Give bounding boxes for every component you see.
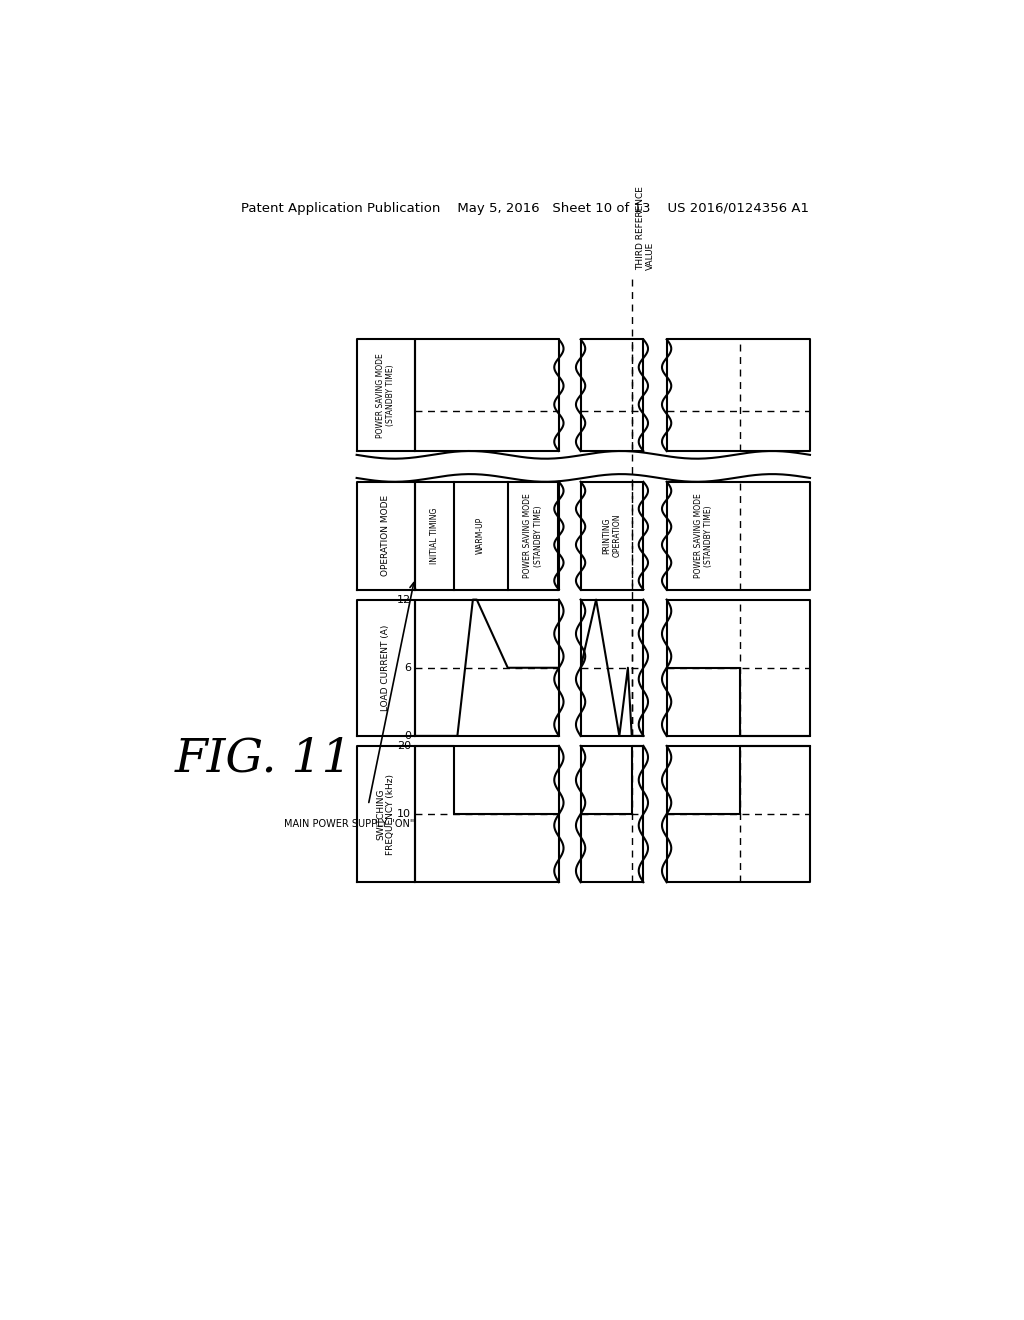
Text: FIG. 11: FIG. 11 bbox=[175, 737, 352, 781]
Text: 12: 12 bbox=[396, 594, 411, 605]
Text: POWER SAVING MODE
(STANDBY TIME): POWER SAVING MODE (STANDBY TIME) bbox=[376, 352, 395, 437]
Text: POWER SAVING MODE
(STANDBY TIME): POWER SAVING MODE (STANDBY TIME) bbox=[693, 494, 713, 578]
Text: OPERATION MODE: OPERATION MODE bbox=[381, 495, 390, 577]
Text: POWER SAVING MODE
(STANDBY TIME): POWER SAVING MODE (STANDBY TIME) bbox=[523, 494, 543, 578]
Text: SWITCHING
FREQUENCY (kHz): SWITCHING FREQUENCY (kHz) bbox=[376, 774, 395, 854]
Text: PRINTING
OPERATION: PRINTING OPERATION bbox=[602, 513, 622, 557]
Text: WARM-UP: WARM-UP bbox=[476, 517, 485, 554]
Text: 10: 10 bbox=[397, 809, 411, 818]
Text: 0: 0 bbox=[403, 731, 411, 741]
Text: THIRD REFERENCE
VALUE: THIRD REFERENCE VALUE bbox=[636, 186, 655, 271]
Text: Patent Application Publication    May 5, 2016   Sheet 10 of 13    US 2016/012435: Patent Application Publication May 5, 20… bbox=[241, 202, 809, 215]
Text: MAIN POWER SUPPLY "ON": MAIN POWER SUPPLY "ON" bbox=[284, 820, 414, 829]
Text: LOAD CURRENT (A): LOAD CURRENT (A) bbox=[381, 624, 390, 711]
Text: INITIAL TIMING: INITIAL TIMING bbox=[430, 507, 438, 564]
Text: 6: 6 bbox=[403, 663, 411, 673]
Text: 20: 20 bbox=[396, 741, 411, 751]
